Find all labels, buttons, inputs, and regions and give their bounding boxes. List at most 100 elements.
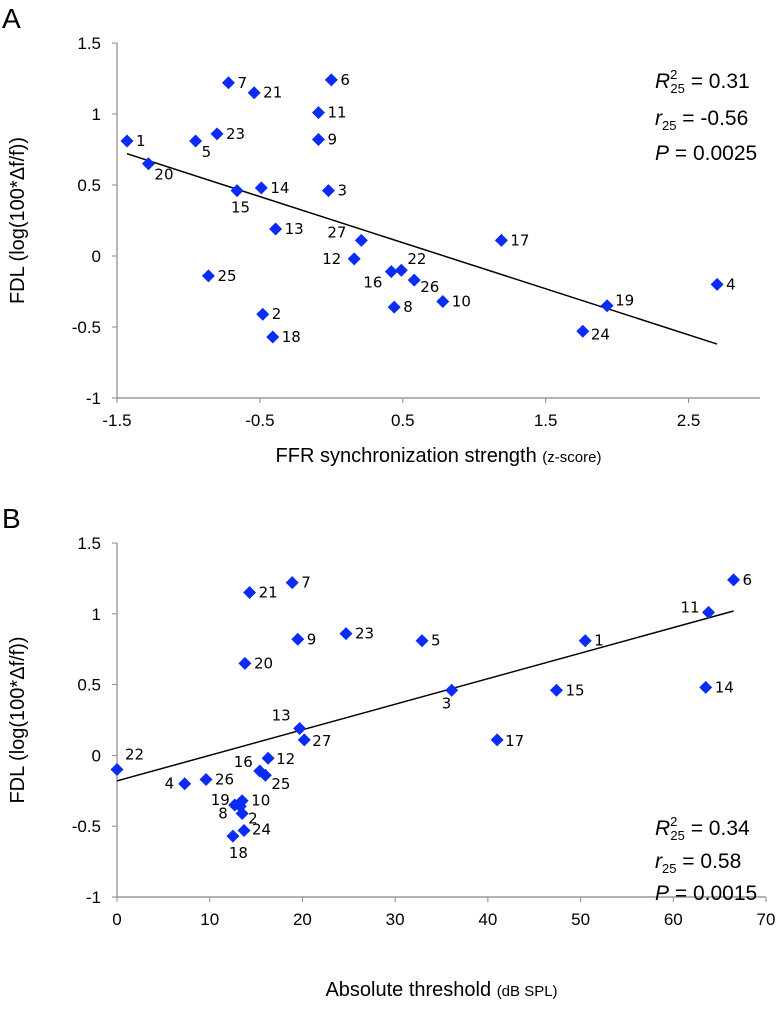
y-tick-label: 1	[92, 105, 101, 124]
x-tick-label: 70	[757, 910, 776, 929]
data-point-23	[339, 627, 353, 641]
stat-r2-value: = 0.34	[685, 817, 750, 840]
data-point-7	[221, 76, 235, 90]
data-point-13	[293, 721, 307, 735]
data-point-13	[269, 222, 283, 236]
data-point-17	[490, 733, 504, 747]
x-axis-title: Absolute threshold (dB SPL)	[325, 979, 557, 1001]
x-tick-label: 0	[112, 910, 121, 929]
data-point-label-15: 15	[231, 199, 250, 217]
data-point-label-12: 12	[276, 750, 295, 768]
data-point-label-1: 1	[136, 132, 146, 150]
stat-r2-sub: 25	[670, 81, 684, 96]
data-point-11	[702, 605, 716, 619]
data-point-20	[141, 157, 155, 171]
stat-p-symbol: P	[655, 142, 669, 165]
data-point-26	[407, 273, 421, 287]
data-point-18	[266, 330, 280, 344]
data-point-label-20: 20	[154, 166, 173, 184]
data-point-label-2: 2	[272, 305, 282, 323]
data-point-label-4: 4	[726, 275, 736, 293]
data-point-4	[710, 277, 724, 291]
stat-p-symbol: P	[655, 882, 669, 905]
data-point-label-17: 17	[505, 732, 524, 750]
data-point-label-14: 14	[270, 179, 289, 197]
y-tick-label: 0.5	[77, 176, 101, 195]
x-tick-label: 2.5	[677, 411, 701, 430]
y-tick-label: 0.5	[77, 676, 101, 695]
x-tick-label: 20	[293, 910, 312, 929]
data-point-3	[321, 184, 335, 198]
data-point-1	[578, 634, 592, 648]
data-point-label-18: 18	[229, 844, 248, 862]
data-point-label-24: 24	[591, 325, 610, 343]
x-tick-label: -0.5	[245, 411, 274, 430]
data-point-label-13: 13	[272, 706, 291, 724]
data-point-label-17: 17	[510, 231, 529, 249]
data-point-label-7: 7	[237, 74, 247, 92]
data-point-15	[549, 683, 563, 697]
data-point-label-27: 27	[312, 732, 331, 750]
data-point-1	[120, 134, 134, 148]
x-axis-title-unit: (z-score)	[542, 449, 601, 466]
stat-r: r25 = -0.56	[655, 107, 748, 133]
data-point-label-24: 24	[252, 820, 271, 838]
data-point-18	[226, 829, 240, 843]
data-point-22	[110, 763, 124, 777]
data-point-6	[727, 573, 741, 587]
stat-r-sub: 25	[662, 861, 676, 876]
y-tick-label: 0	[92, 746, 101, 765]
y-tick-label: -0.5	[72, 817, 101, 836]
data-point-label-19: 19	[615, 292, 634, 310]
stat-r-value: = -0.56	[676, 107, 748, 130]
data-point-label-7: 7	[301, 574, 311, 592]
y-tick-label: -1	[86, 888, 101, 907]
data-point-3	[445, 683, 459, 697]
stat-r2-value: = 0.31	[685, 70, 750, 93]
data-point-10	[436, 294, 450, 308]
data-point-9	[291, 632, 305, 646]
data-point-label-6: 6	[743, 571, 753, 589]
stat-r-squared: R2 25 = 0.31	[655, 67, 750, 96]
data-point-5	[415, 634, 429, 648]
data-point-label-18: 18	[282, 328, 301, 346]
x-tick-label: -1.5	[102, 411, 131, 430]
data-point-label-26: 26	[215, 770, 234, 788]
y-tick-label: 1.5	[77, 34, 101, 53]
data-point-10	[235, 794, 249, 808]
data-point-21	[247, 86, 261, 100]
scatter-panel-A: A 1.5 1 0.5 0 -0.5 -1-1.5 -0.5 0.5 1.5 2.5 FFR sync…	[2, 3, 760, 467]
data-point-label-25: 25	[217, 267, 236, 285]
data-point-19	[600, 299, 614, 313]
data-point-label-23: 23	[226, 125, 245, 143]
stat-r-sub: 25	[662, 118, 676, 133]
data-point-2	[235, 806, 249, 820]
data-point-label-20: 20	[254, 654, 273, 672]
x-tick-label: 30	[386, 910, 405, 929]
data-point-label-16: 16	[363, 274, 382, 292]
data-point-14	[254, 181, 268, 195]
y-tick-label: 1	[92, 605, 101, 624]
y-tick-label: -0.5	[72, 318, 101, 337]
data-point-label-27: 27	[327, 223, 346, 241]
stat-p: P = 0.0025	[655, 142, 757, 165]
data-point-label-22: 22	[407, 250, 426, 268]
panel-label: B	[2, 503, 21, 534]
stat-r2-symbol: R	[655, 817, 670, 840]
x-tick-label: 10	[200, 910, 219, 929]
data-point-label-10: 10	[251, 792, 270, 810]
stat-r-squared: R2 25 = 0.34	[655, 814, 750, 843]
y-tick-label: 0	[92, 247, 101, 266]
data-point-12	[261, 751, 275, 765]
stat-r-symbol: r	[655, 107, 663, 130]
x-tick-label: 50	[571, 910, 590, 929]
data-point-20	[238, 656, 252, 670]
data-point-label-9: 9	[307, 630, 317, 648]
stat-r2-symbol: R	[655, 70, 670, 93]
stat-r2-sup: 2	[670, 814, 677, 829]
x-tick-label: 60	[664, 910, 683, 929]
y-tick-label: -1	[86, 389, 101, 408]
data-point-label-19: 19	[211, 791, 230, 809]
data-point-label-13: 13	[285, 220, 304, 238]
